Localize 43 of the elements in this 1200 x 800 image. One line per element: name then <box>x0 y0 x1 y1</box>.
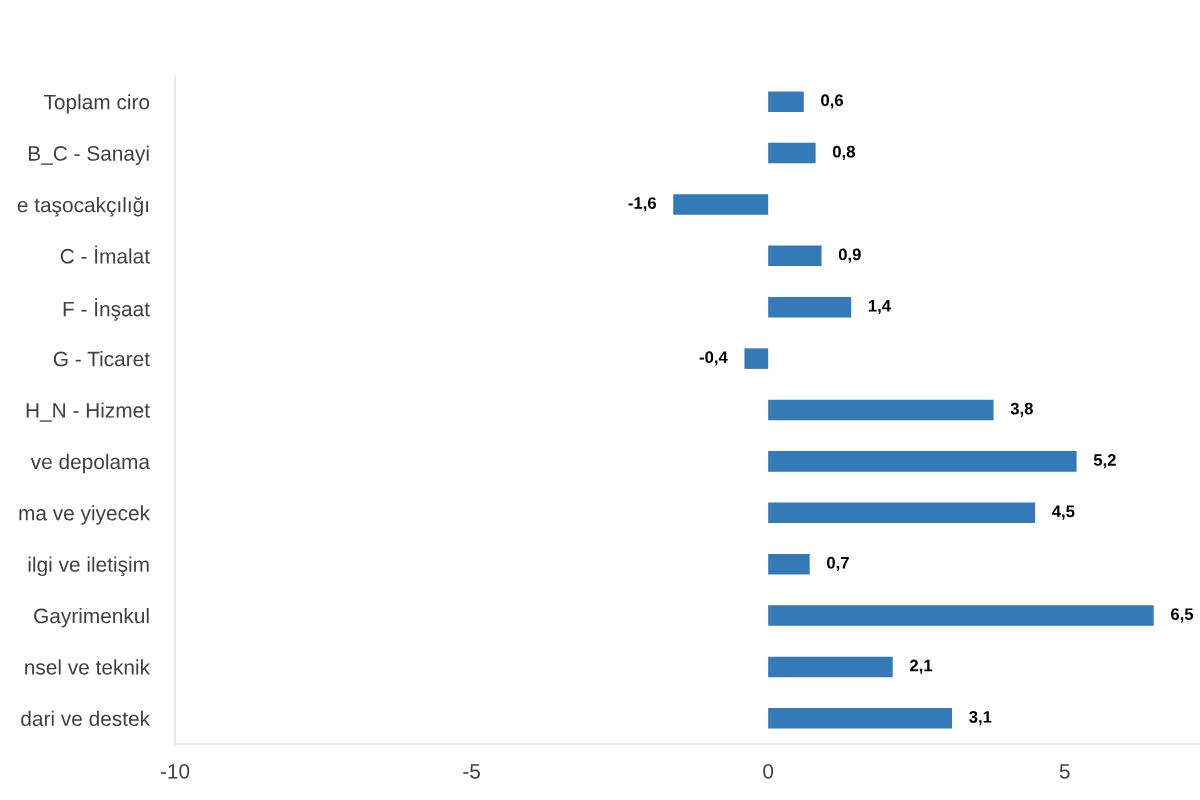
data-label: 0,6 <box>821 94 843 109</box>
bar <box>768 451 1077 472</box>
bar <box>768 245 822 267</box>
y-tick-label: Toplam ciro <box>43 94 150 114</box>
y-tick-label: nsel ve teknik <box>25 659 151 675</box>
data-label: 3,8 <box>1010 402 1033 417</box>
data-label: 1,4 <box>868 300 891 315</box>
x-tick-label: 0 <box>763 763 774 779</box>
bar <box>744 348 769 369</box>
y-tick-label: C - İmalat <box>60 245 150 264</box>
bar <box>768 708 953 729</box>
data-label: 6,5 <box>1171 608 1194 623</box>
y-tick-label: G - Ticaret <box>53 351 150 367</box>
data-label: 2,1 <box>909 659 933 674</box>
data-label: 4,5 <box>1052 505 1075 520</box>
y-tick-label: ilgi ve iletişim <box>28 556 149 577</box>
bar <box>768 656 893 678</box>
data-label: 5,2 <box>1093 454 1116 469</box>
bar <box>673 194 769 215</box>
bar <box>768 399 994 421</box>
data-label: 3,1 <box>969 710 992 726</box>
bar <box>768 142 816 164</box>
x-tick-label: -5 <box>463 764 480 779</box>
bar <box>768 502 1036 524</box>
bar <box>768 91 804 112</box>
data-label: 0,9 <box>838 248 861 263</box>
data-label: 0,7 <box>827 556 849 572</box>
data-label: -1,6 <box>628 197 656 212</box>
y-tick-label: Gayrimenkul <box>34 607 149 628</box>
y-tick-label: ma ve yiyecek <box>19 505 151 525</box>
data-label: 0,8 <box>832 145 855 160</box>
bar <box>768 296 852 318</box>
y-tick-label: dari ve destek <box>21 710 151 727</box>
bar <box>768 605 1154 626</box>
y-tick-label: H_N - Hizmet <box>26 402 150 422</box>
x-tick-label: 5 <box>1059 764 1070 779</box>
y-tick-label: B_C - Sanayi <box>28 145 149 165</box>
bar <box>768 553 810 575</box>
x-tick-label: -10 <box>160 763 190 779</box>
y-tick-label: ve depolama <box>30 453 151 474</box>
data-label: -0,4 <box>699 351 728 366</box>
y-tick-label: e taşocakçılığı <box>17 196 149 217</box>
y-tick-label: F - İnşaat <box>63 298 150 321</box>
